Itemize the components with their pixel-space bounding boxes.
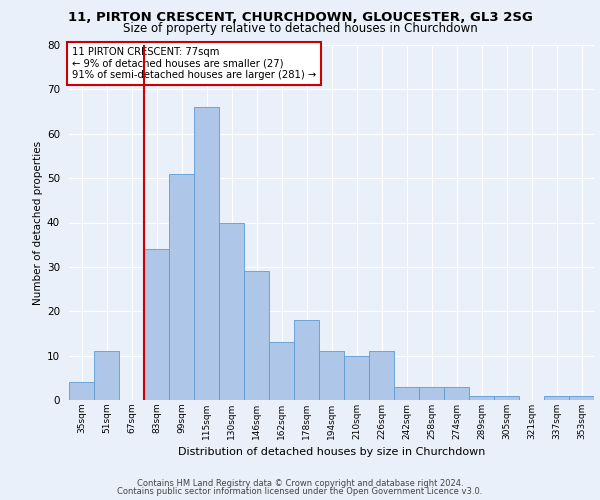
Text: 11 PIRTON CRESCENT: 77sqm
← 9% of detached houses are smaller (27)
91% of semi-d: 11 PIRTON CRESCENT: 77sqm ← 9% of detach…	[71, 47, 316, 80]
Bar	[569, 396, 594, 400]
Text: 11, PIRTON CRESCENT, CHURCHDOWN, GLOUCESTER, GL3 2SG: 11, PIRTON CRESCENT, CHURCHDOWN, GLOUCES…	[68, 11, 532, 24]
X-axis label: Distribution of detached houses by size in Churchdown: Distribution of detached houses by size …	[178, 448, 485, 458]
Bar	[194, 107, 219, 400]
Bar	[219, 222, 244, 400]
Bar	[244, 272, 269, 400]
Bar	[294, 320, 319, 400]
Bar	[369, 351, 394, 400]
Bar	[69, 382, 94, 400]
Bar	[469, 396, 494, 400]
Bar	[494, 396, 519, 400]
Bar	[394, 386, 419, 400]
Bar	[319, 351, 344, 400]
Bar	[419, 386, 444, 400]
Text: Contains HM Land Registry data © Crown copyright and database right 2024.: Contains HM Land Registry data © Crown c…	[137, 478, 463, 488]
Text: Contains public sector information licensed under the Open Government Licence v3: Contains public sector information licen…	[118, 487, 482, 496]
Bar	[544, 396, 569, 400]
Bar	[169, 174, 194, 400]
Bar	[444, 386, 469, 400]
Bar	[269, 342, 294, 400]
Text: Size of property relative to detached houses in Churchdown: Size of property relative to detached ho…	[122, 22, 478, 35]
Bar	[94, 351, 119, 400]
Bar	[144, 249, 169, 400]
Y-axis label: Number of detached properties: Number of detached properties	[32, 140, 43, 304]
Bar	[344, 356, 369, 400]
